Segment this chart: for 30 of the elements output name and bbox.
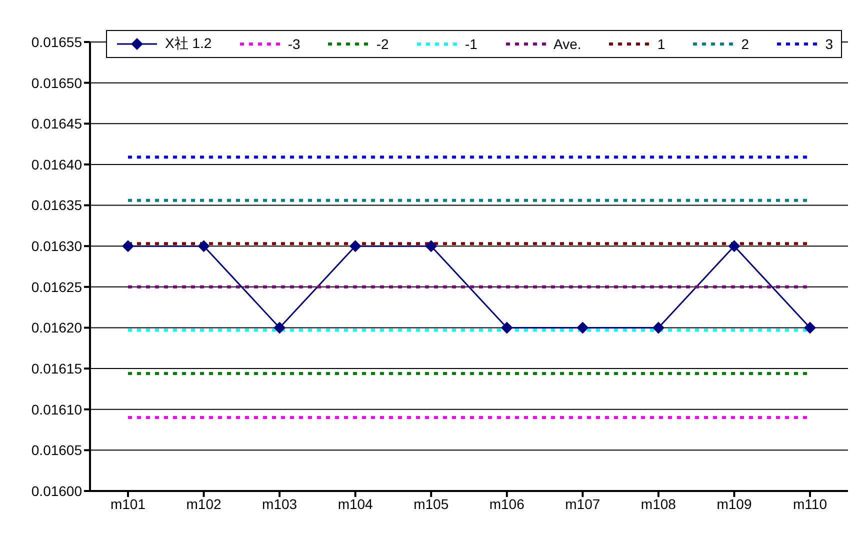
y-tick-label: 0.01620 xyxy=(31,320,82,336)
y-tick-label: 0.01655 xyxy=(31,34,82,50)
y-tick-label: 0.01640 xyxy=(31,156,82,172)
y-tick-label: 0.01635 xyxy=(31,197,82,214)
x-tick-label: m101 xyxy=(110,496,146,512)
legend-label: Ave. xyxy=(554,36,582,52)
y-tick-label: 0.01630 xyxy=(31,238,82,254)
y-tick-label: 0.01600 xyxy=(31,482,82,499)
y-tick-label: 0.01610 xyxy=(31,401,82,418)
legend-label: 2 xyxy=(741,36,750,52)
x-tick-label: m110 xyxy=(793,496,828,512)
legend-label: X社 1.2 xyxy=(165,35,212,53)
x-tick-label: m106 xyxy=(489,496,525,512)
y-tick-label: 0.01605 xyxy=(31,442,82,458)
y-tick-label: 0.01650 xyxy=(31,74,82,91)
x-tick-label: m102 xyxy=(186,496,222,512)
y-tick-label: 0.01645 xyxy=(31,116,82,132)
legend-label: -3 xyxy=(288,36,300,52)
x-tick-label: m104 xyxy=(338,496,374,512)
x-tick-label: m108 xyxy=(640,496,676,512)
legend-label: 3 xyxy=(825,36,833,52)
x-tick-label: m103 xyxy=(262,496,298,512)
x-tick-label: m105 xyxy=(414,496,449,512)
legend-label: -2 xyxy=(376,36,389,52)
y-tick-label: 0.01625 xyxy=(31,278,82,295)
x-tick-label: m109 xyxy=(716,496,752,512)
x-tick-label: m107 xyxy=(565,496,600,512)
y-tick-label: 0.01615 xyxy=(31,360,82,377)
legend-label: 1 xyxy=(657,36,666,52)
legend-label: -1 xyxy=(464,36,478,52)
